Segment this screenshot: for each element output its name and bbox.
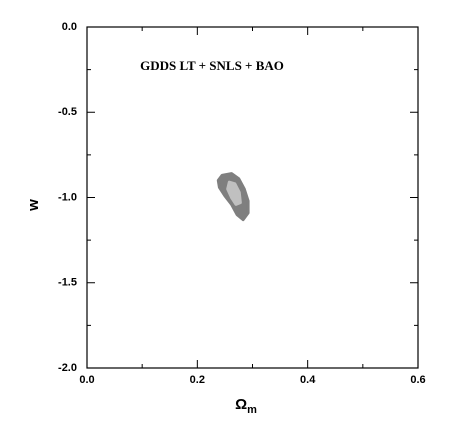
chart-title: GDDS LT + SNLS + BAO [140,58,284,73]
plot-frame [86,26,419,369]
x-axis-label: Ωm [235,396,257,416]
y-tick-label: -0.5 [58,106,77,118]
x-tick-label: 0.2 [190,374,205,386]
x-tick-label: 0.4 [300,374,316,386]
y-tick-label: -1.5 [58,277,77,289]
y-axis-label: w [25,199,42,212]
y-tick-label: 0.0 [62,21,77,33]
x-axis-label-sub: m [247,404,257,416]
x-tick-label: 0.6 [410,374,425,386]
confidence-region [226,180,242,206]
y-tick-label: -1.0 [58,191,77,203]
y-tick-label: -2.0 [58,362,77,374]
x-tick-label: 0.0 [79,374,94,386]
x-axis-label-main: Ω [235,396,247,413]
